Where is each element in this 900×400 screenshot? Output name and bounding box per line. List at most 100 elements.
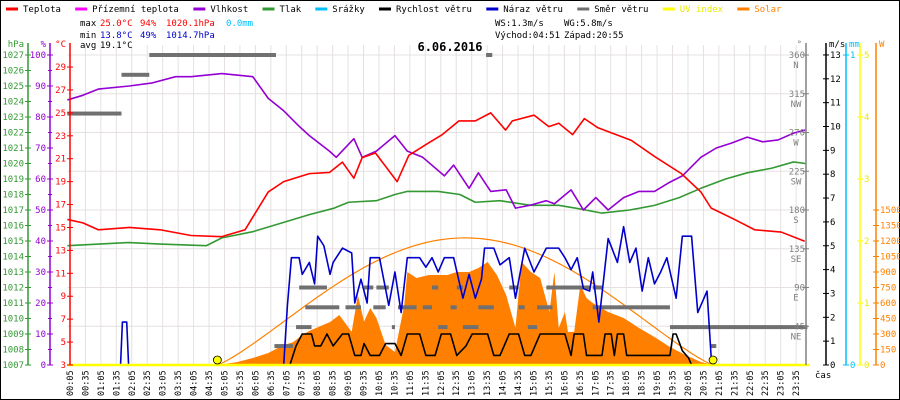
temp-axis-tick-label: 7 bbox=[61, 315, 66, 325]
humidity-axis-tick-label: 100 bbox=[30, 51, 46, 61]
temp-axis-tick-label: 5 bbox=[61, 338, 66, 348]
stat-min-press: 1014.7hPa bbox=[166, 31, 215, 41]
hpa-axis-tick-label: 1016 bbox=[2, 222, 24, 232]
hpa-axis-tick-label: 1011 bbox=[2, 299, 24, 309]
hpa-axis-tick-label: 1007 bbox=[2, 361, 24, 371]
x-tick-label: 21:35 bbox=[730, 370, 740, 396]
x-tick-label: 14:35 bbox=[514, 370, 524, 396]
stat-rain: 0.0mm bbox=[226, 19, 253, 29]
stat-avg-temp: 19.1°C bbox=[100, 41, 133, 51]
x-tick-label: 09:05 bbox=[344, 370, 354, 396]
hpa-axis-unit: hPa bbox=[8, 40, 24, 50]
x-tick-label: 11:05 bbox=[406, 370, 416, 396]
x-tick-label: 13:35 bbox=[483, 370, 493, 396]
rain-axis-tick-label: 0 bbox=[850, 361, 855, 371]
hpa-axis-tick-label: 1012 bbox=[2, 284, 24, 294]
x-tick-label: 17:05 bbox=[591, 370, 601, 396]
x-tick-label: 02:35 bbox=[143, 370, 153, 396]
x-tick-label: 06:35 bbox=[267, 370, 277, 396]
x-tick-label: 07:35 bbox=[298, 370, 308, 396]
temp-axis-tick-label: 9 bbox=[61, 292, 66, 302]
solar-axis-tick-label: 1350 bbox=[880, 222, 900, 232]
rain-axis-tick-label: 1 bbox=[850, 51, 855, 61]
humidity-axis-tick-label: 60 bbox=[35, 175, 46, 185]
stat-avg-label: avg bbox=[80, 41, 96, 51]
temp-axis-tick-label: 11 bbox=[55, 269, 66, 279]
x-tick-label: 22:35 bbox=[761, 370, 771, 396]
x-tick-label: 21:05 bbox=[715, 370, 725, 396]
humidity-axis-tick-label: 80 bbox=[35, 113, 46, 123]
x-tick-label: 08:05 bbox=[313, 370, 323, 396]
temp-axis-tick-label: 25 bbox=[55, 109, 66, 119]
direction-axis-tick-label: 135 bbox=[789, 245, 805, 255]
x-tick-label: 07:05 bbox=[282, 370, 292, 396]
solar-axis-tick-label: 300 bbox=[880, 330, 896, 340]
wind-axis-tick-label: 3 bbox=[830, 289, 835, 299]
x-tick-label: 10:05 bbox=[375, 370, 385, 396]
humidity-axis-unit: % bbox=[41, 40, 47, 50]
x-tick-label: 12:35 bbox=[452, 370, 462, 396]
uv-axis-tick-label: 3 bbox=[864, 175, 869, 185]
wind-direction-segment bbox=[398, 305, 417, 310]
stat-sunrise: Východ:04:51 bbox=[495, 31, 560, 41]
direction-axis-tick-label: 270 bbox=[789, 129, 805, 139]
legend-label: UV index bbox=[680, 5, 724, 15]
wind-direction-segment bbox=[432, 285, 439, 290]
temp-axis-tick-label: 23 bbox=[55, 132, 66, 142]
temp-axis-tick-label: 3 bbox=[61, 361, 66, 371]
direction-axis-name: S bbox=[793, 216, 798, 226]
humidity-axis-tick-label: 90 bbox=[35, 82, 46, 92]
wind-direction-segment bbox=[537, 305, 553, 310]
direction-axis-name: NE bbox=[791, 332, 802, 342]
humidity-axis-tick-label: 20 bbox=[35, 299, 46, 309]
wind-axis-tick-label: 5 bbox=[830, 242, 835, 252]
humidity-axis-tick-label: 30 bbox=[35, 268, 46, 278]
direction-axis-name: SE bbox=[791, 255, 802, 265]
wind-direction-segment bbox=[710, 344, 717, 349]
wind-axis-tick-label: 6 bbox=[830, 218, 835, 228]
stat-max-hum: 94% bbox=[140, 19, 157, 29]
temp-axis-tick-label: 15 bbox=[55, 223, 66, 233]
wind-axis-tick-label: 2 bbox=[830, 313, 835, 323]
solar-axis-tick-label: 1500 bbox=[880, 206, 900, 216]
axes: 00:05 00:35 01:05 01:35 02:05 02:35 03:05 03:35… bbox=[2, 40, 900, 396]
legend-label: Tlak bbox=[280, 5, 302, 15]
wind-direction-segment bbox=[592, 305, 670, 310]
solar-axis-tick-label: 150 bbox=[880, 346, 896, 356]
uv-axis-tick-label: 1 bbox=[864, 299, 869, 309]
direction-axis-tick-label: 315 bbox=[789, 90, 805, 100]
sunset-marker bbox=[708, 355, 718, 365]
solar-axis-unit: W bbox=[879, 40, 885, 50]
solar-axis-tick-label: 450 bbox=[880, 315, 896, 325]
x-tick-label: 18:35 bbox=[638, 370, 648, 396]
series-wind-gust bbox=[67, 225, 809, 366]
wind-direction-segment bbox=[296, 325, 312, 330]
x-tick-label: 14:05 bbox=[499, 370, 509, 396]
x-tick-label: 05:05 bbox=[220, 370, 230, 396]
x-tick-label: 02:05 bbox=[128, 370, 138, 396]
hpa-axis-tick-label: 1013 bbox=[2, 268, 24, 278]
x-tick-label: 20:05 bbox=[684, 370, 694, 396]
temp-axis-tick-label: 13 bbox=[55, 246, 66, 256]
wind-direction-segment bbox=[345, 305, 361, 310]
wind-direction-segment bbox=[373, 305, 386, 310]
humidity-axis-tick-label: 50 bbox=[35, 206, 46, 216]
uv-axis-tick-label: 2 bbox=[864, 237, 869, 247]
hpa-axis-tick-label: 1022 bbox=[2, 129, 24, 139]
stat-wind-speed: WS:1.3m/s bbox=[495, 19, 544, 29]
wind-direction-segment bbox=[486, 53, 493, 57]
wind-axis-tick-label: 13 bbox=[830, 51, 841, 61]
hpa-axis-tick-label: 1015 bbox=[2, 237, 24, 247]
wind-direction-segment bbox=[478, 305, 494, 310]
solar-axis-tick-label: 750 bbox=[880, 284, 896, 294]
wind-axis-tick-label: 12 bbox=[830, 75, 841, 85]
stat-min-label: min bbox=[80, 31, 96, 41]
direction-axis-name: W bbox=[793, 139, 799, 149]
x-tick-label: 19:35 bbox=[669, 370, 679, 396]
hpa-axis-tick-label: 1009 bbox=[2, 330, 24, 340]
solar-axis-tick-label: 900 bbox=[880, 268, 896, 278]
x-axis-label: čas bbox=[815, 370, 831, 381]
wind-axis-tick-label: 9 bbox=[830, 146, 835, 156]
wind-direction-segment bbox=[391, 325, 395, 330]
direction-axis-tick-label: 90 bbox=[794, 284, 805, 294]
